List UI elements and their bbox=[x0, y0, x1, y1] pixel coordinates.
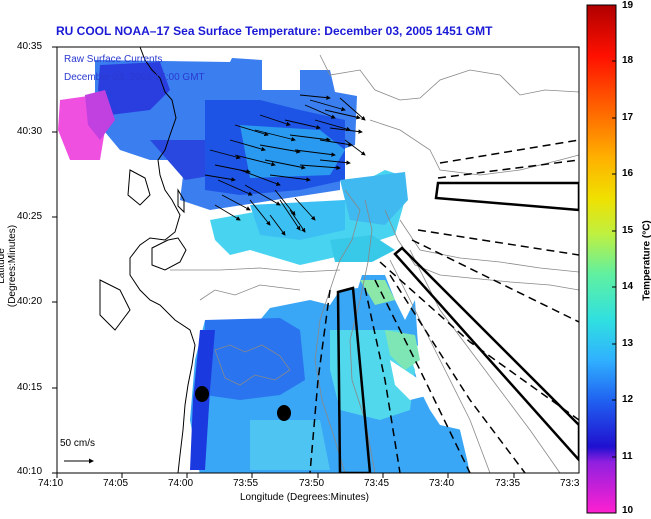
colorbar-tick: 15 bbox=[622, 225, 634, 236]
y-tick: 40:20 bbox=[17, 296, 43, 307]
sst-data-layer bbox=[58, 58, 560, 473]
x-tick: 74:05 bbox=[103, 478, 129, 489]
x-tick: 73:50 bbox=[299, 478, 325, 489]
x-tick: 73:45 bbox=[364, 478, 390, 489]
colorbar-tick: 16 bbox=[622, 168, 634, 179]
colorbar-tick: 11 bbox=[622, 451, 633, 462]
colorbar-tick: 12 bbox=[622, 394, 634, 405]
colorbar-tick: 17 bbox=[622, 112, 634, 123]
x-tick: 73:3 bbox=[560, 478, 580, 489]
colorbar-tick: 10 bbox=[622, 505, 634, 516]
coastline bbox=[99, 47, 196, 473]
colorbar-tick: 19 bbox=[622, 0, 634, 11]
y-tick: 40:30 bbox=[17, 126, 43, 137]
y-tick: 40:10 bbox=[17, 466, 43, 477]
colorbar-tick: 14 bbox=[622, 281, 634, 292]
region-outlines bbox=[309, 139, 579, 473]
colorbar bbox=[586, 4, 617, 514]
current-vectors bbox=[204, 94, 366, 236]
x-tick: 73:55 bbox=[233, 478, 259, 489]
x-axis-label: Longitude (Degrees:Minutes) bbox=[240, 492, 369, 503]
overlay-line-1: Raw Surface Currents bbox=[64, 54, 163, 65]
x-tick: 73:35 bbox=[495, 478, 521, 489]
scale-bar-label: 50 cm/s bbox=[60, 438, 96, 449]
x-tick: 74:10 bbox=[38, 478, 64, 489]
station-dot bbox=[277, 405, 291, 421]
map-title: RU COOL NOAA–17 Sea Surface Temperature:… bbox=[56, 24, 493, 38]
y-tick: 40:15 bbox=[17, 382, 43, 393]
y-axis-label: Latitude (Degrees:Minutes) bbox=[0, 224, 18, 308]
colorbar-tick: 13 bbox=[622, 338, 634, 349]
y-tick: 40:25 bbox=[17, 211, 43, 222]
x-tick: 74:00 bbox=[168, 478, 194, 489]
station-dot bbox=[195, 386, 209, 402]
colorbar-tick: 18 bbox=[622, 55, 634, 66]
overlay-line-2: December 03, 2005 15:00 GMT bbox=[64, 72, 205, 83]
colorbar-label: Temperature (°C) bbox=[641, 220, 651, 301]
y-tick: 40:35 bbox=[17, 41, 43, 52]
x-tick: 73:40 bbox=[429, 478, 455, 489]
